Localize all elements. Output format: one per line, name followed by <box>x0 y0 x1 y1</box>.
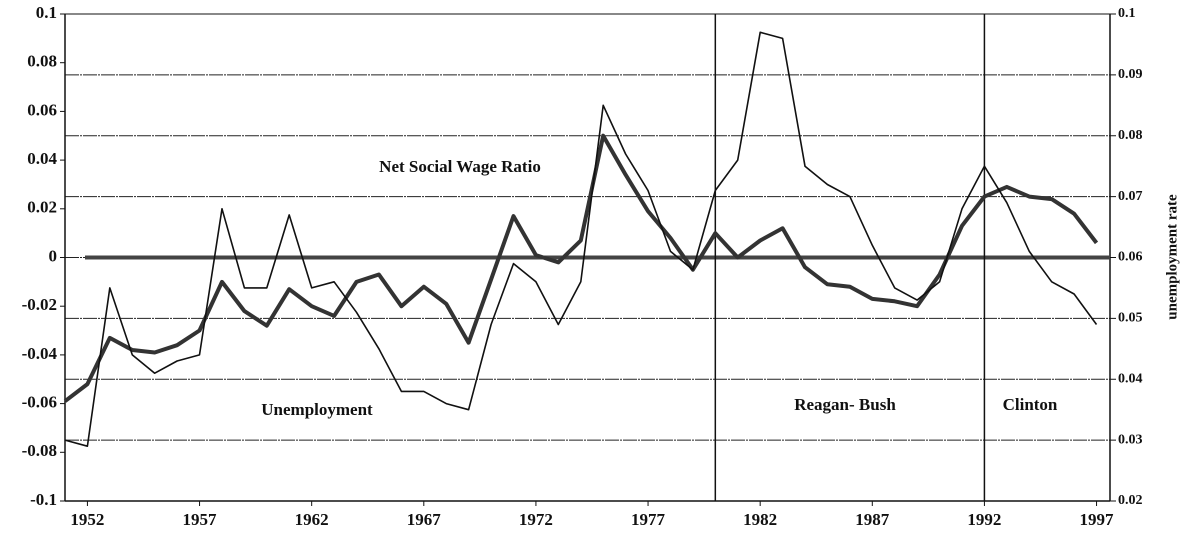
y2-tick-label: 0.05 <box>1118 311 1143 326</box>
y2-tick-label: 0.08 <box>1118 128 1143 143</box>
annotation: Reagan- Bush <box>794 395 896 414</box>
y2-axis-label: unemployment rate <box>1164 194 1180 320</box>
annotation: Unemployment <box>261 400 373 419</box>
y2-tick-label: 0.1 <box>1118 6 1136 21</box>
y2-tick-label: 0.04 <box>1118 371 1143 386</box>
y2-tick-label: 0.07 <box>1118 189 1143 204</box>
y-tick-label: 0.08 <box>27 52 57 71</box>
y-tick-label: 0 <box>49 246 58 265</box>
y2-tick-label: 0.03 <box>1118 432 1143 447</box>
y-tick-label: -0.02 <box>22 295 57 314</box>
x-tick-label: 1997 <box>1080 510 1115 529</box>
y-tick-label: -0.04 <box>22 344 58 363</box>
x-tick-label: 1952 <box>70 510 104 529</box>
y-tick-label: 0.06 <box>27 100 57 119</box>
y-tick-label: 0.02 <box>27 198 57 217</box>
x-tick-label: 1992 <box>967 510 1001 529</box>
y2-tick-label: 0.06 <box>1118 250 1143 265</box>
y-tick-label: -0.08 <box>22 441 57 460</box>
y-tick-label: 0.1 <box>36 3 57 22</box>
y-tick-label: -0.1 <box>30 490 57 509</box>
x-tick-label: 1982 <box>743 510 777 529</box>
series-line <box>64 31 1098 447</box>
annotation: Clinton <box>1003 395 1058 414</box>
annotation: Net Social Wage Ratio <box>379 157 541 176</box>
x-tick-label: 1962 <box>295 510 329 529</box>
x-tick-label: 1967 <box>407 510 442 529</box>
x-tick-label: 1977 <box>631 510 666 529</box>
y-tick-label: -0.06 <box>22 393 57 412</box>
x-tick-label: 1957 <box>183 510 218 529</box>
x-tick-label: 1972 <box>519 510 553 529</box>
series-line <box>63 133 1099 403</box>
x-tick-label: 1987 <box>855 510 890 529</box>
y2-tick-label: 0.09 <box>1118 67 1143 82</box>
y-tick-label: 0.04 <box>27 149 57 168</box>
y2-tick-label: 0.02 <box>1118 493 1143 508</box>
